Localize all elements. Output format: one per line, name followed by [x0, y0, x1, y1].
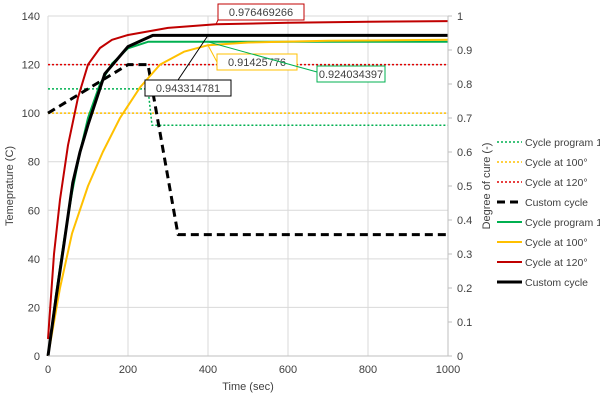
legend-label: Cycle program 1: [525, 217, 600, 229]
y2-tick-label: 0.7: [457, 113, 472, 125]
legend-label: Custom cycle: [525, 197, 588, 209]
annotation-label: 0.976469266: [229, 7, 293, 19]
y2-tick-label: 1: [457, 11, 463, 23]
y2-tick-label: 0.2: [457, 283, 472, 295]
y-tick-label: 60: [28, 205, 40, 217]
annotation-leader: [207, 41, 318, 73]
annotation-label: 0.924034397: [319, 69, 383, 81]
annotations: 0.976469266 0.943314781 0.91425776 0.924034…: [144, 3, 386, 97]
y-tick-label: 20: [28, 302, 40, 314]
y-tick-label: 120: [22, 60, 40, 72]
series-line-dashed-custom-cycle: [47, 63, 448, 237]
y2-tick-label: 0.4: [457, 215, 472, 227]
y2-tick-label: 0.3: [457, 249, 472, 261]
y-tick-label: 40: [28, 254, 40, 266]
y2-tick-label: 0.9: [457, 45, 472, 57]
y-axis-label: Temeprature (C): [4, 146, 16, 226]
y-tick-label: 80: [28, 157, 40, 169]
y-tick-label: 100: [22, 108, 40, 120]
legend-label: Cycle at 120°: [525, 177, 588, 189]
annotation-leader: [177, 35, 209, 81]
legend: Cycle program 1 Cycle at 100° Cycle at 120…: [497, 137, 600, 289]
legend-label: Cycle at 100°: [525, 157, 588, 169]
legend-label: Cycle at 100°: [525, 237, 588, 249]
series-line-solid-cycle-at-120-: [47, 20, 449, 340]
series-line-solid-cycle-at-100-: [47, 38, 449, 357]
y2-tick-label: 0.8: [457, 79, 472, 91]
y-tick-label: 140: [22, 11, 40, 23]
annotation-leader: [207, 45, 218, 63]
annotation-box: [316, 65, 386, 83]
annotation-label: 0.91425776: [228, 57, 286, 69]
legend-label: Custom cycle: [525, 277, 588, 289]
annotation-label: 0.943314781: [156, 83, 220, 95]
annotation-box: [217, 3, 305, 21]
x-tick-label: 1000: [436, 364, 460, 376]
series-group: [46, 20, 449, 357]
series-line-solid-custom-cycle: [46, 33, 448, 357]
annotation-box: [216, 53, 298, 71]
y-tick-label: 0: [34, 351, 40, 363]
x-tick-label: 0: [45, 364, 51, 376]
y2-tick-label: 0: [457, 351, 463, 363]
annotation-leader: [215, 19, 219, 25]
x-tick-label: 200: [119, 364, 137, 376]
y2-tick-label: 0.5: [457, 181, 472, 193]
axes: 0 200 400 600 800 100002040608010012014000.10…: [22, 11, 473, 376]
legend-label: Cycle program 1: [525, 137, 600, 149]
series-line-dotted-cycle-program-1: [48, 88, 448, 127]
x-axis-label: Time (sec): [222, 381, 274, 393]
y2-tick-label: 0.6: [457, 147, 472, 159]
x-tick-label: 600: [279, 364, 297, 376]
x-tick-label: 800: [359, 364, 377, 376]
legend-label: Cycle at 120°: [525, 257, 588, 269]
y2-tick-label: 0.1: [457, 317, 472, 329]
y2-axis-label: Degree of cure (-): [481, 143, 493, 230]
x-tick-label: 400: [199, 364, 217, 376]
annotation-box: [144, 79, 232, 97]
